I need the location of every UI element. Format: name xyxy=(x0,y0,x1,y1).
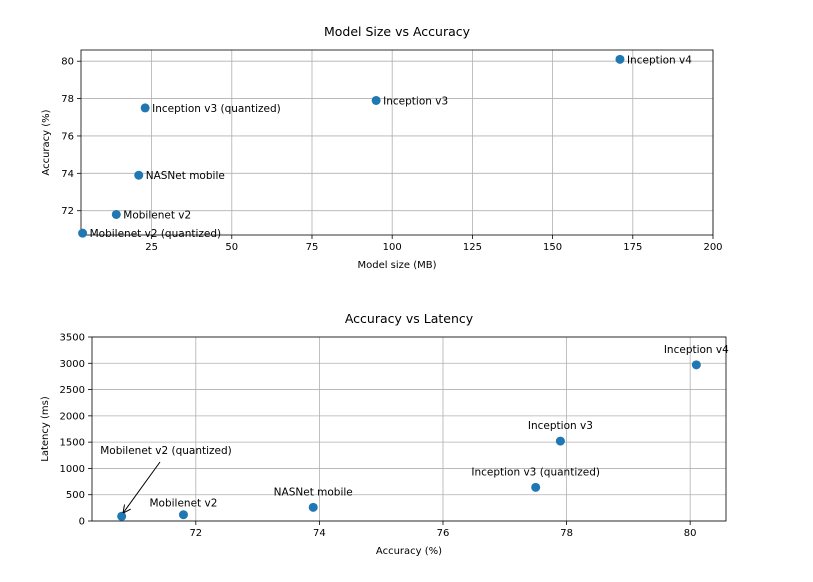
point-annotation: Mobilenet v2 (quantized) xyxy=(90,228,222,240)
data-point xyxy=(371,95,381,105)
point-annotation: Mobilenet v2 xyxy=(149,498,217,510)
y-tick-label: 2000 xyxy=(60,411,85,422)
x-tick-label: 175 xyxy=(623,242,642,253)
chart-1: 25 50 75 100 125 150 175 200 72 74 76 78 80 Model Siz… xyxy=(41,24,723,271)
data-point xyxy=(691,360,701,370)
x-tick-label: 100 xyxy=(383,242,402,253)
data-point xyxy=(111,209,121,219)
x-tick-label: 200 xyxy=(703,242,722,253)
x-tick-label: 72 xyxy=(189,528,202,539)
x-tick-label: 50 xyxy=(225,242,238,253)
y-tick-label: 3500 xyxy=(60,333,85,344)
point-annotation: Inception v4 xyxy=(627,54,692,66)
point-annotation: Mobilenet v2 xyxy=(123,209,191,221)
data-point xyxy=(555,436,565,446)
x-tick-label: 76 xyxy=(437,528,450,539)
point-annotation: NASNet mobile xyxy=(146,170,225,182)
plot-frame xyxy=(91,336,727,522)
x-tick-label: 74 xyxy=(313,528,326,539)
data-point xyxy=(178,510,188,520)
data-point xyxy=(117,511,127,521)
data-point xyxy=(615,54,625,64)
y-tick-label: 74 xyxy=(61,169,74,180)
point-annotation: NASNet mobile xyxy=(274,486,353,498)
x-tick-label: 78 xyxy=(560,528,573,539)
point-annotation: Mobilenet v2 (quantized) xyxy=(100,445,232,457)
plot-frame xyxy=(80,49,714,236)
data-point xyxy=(78,228,88,238)
y-tick-label: 3000 xyxy=(60,359,85,370)
chart-2: 72 74 76 78 80 0 500 1000 1500 2000 2500 3000 3500 Ac… xyxy=(40,311,729,557)
y-tick-label: 1000 xyxy=(60,464,85,475)
chart-title: Model Size vs Accuracy xyxy=(324,24,471,39)
x-tick-label: 150 xyxy=(543,242,562,253)
x-axis-label: Model size (MB) xyxy=(357,260,436,271)
data-point xyxy=(140,103,150,113)
y-tick-label: 80 xyxy=(61,57,74,68)
x-tick-label: 125 xyxy=(463,242,482,253)
x-tick-label: 80 xyxy=(684,528,697,539)
x-axis-label: Accuracy (%) xyxy=(376,546,442,557)
data-point xyxy=(531,482,541,492)
y-tick-label: 2500 xyxy=(60,385,85,396)
point-annotation: Inception v4 xyxy=(664,344,729,356)
y-tick-label: 500 xyxy=(66,490,85,501)
point-annotation: Inception v3 (quantized) xyxy=(152,103,281,115)
point-annotation: Inception v3 xyxy=(528,420,593,432)
y-tick-label: 0 xyxy=(79,517,85,528)
data-point xyxy=(134,170,144,180)
point-annotation: Inception v3 xyxy=(383,95,448,107)
x-tick-label: 25 xyxy=(145,242,158,253)
annotation-arrow xyxy=(124,461,161,512)
point-annotation: Inception v3 (quantized) xyxy=(471,466,600,478)
y-tick-label: 72 xyxy=(61,206,74,217)
x-tick-label: 75 xyxy=(306,242,319,253)
y-tick-label: 78 xyxy=(61,94,74,105)
data-point xyxy=(308,502,318,512)
y-axis-label: Accuracy (%) xyxy=(41,109,52,175)
y-axis-label: Latency (ms) xyxy=(40,396,51,462)
y-tick-label: 76 xyxy=(61,131,74,142)
chart-title: Accuracy vs Latency xyxy=(345,311,474,326)
y-tick-label: 1500 xyxy=(60,438,85,449)
